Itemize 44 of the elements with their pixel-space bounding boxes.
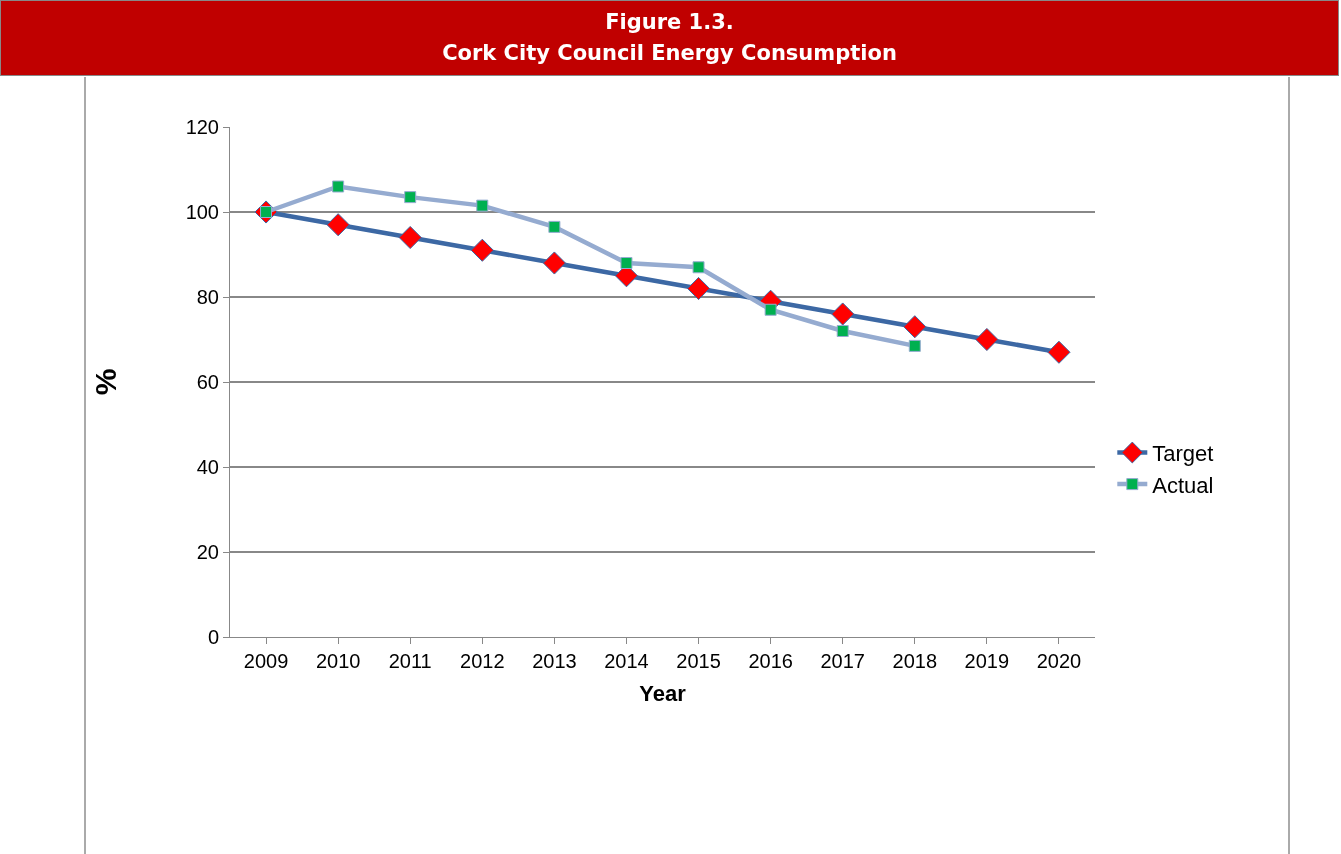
point xyxy=(542,251,566,275)
point xyxy=(470,238,494,262)
y-axis-title: % xyxy=(88,368,122,396)
y-tick-label: 100 xyxy=(185,201,219,223)
point xyxy=(404,191,417,204)
point xyxy=(476,199,489,212)
x-tick-label: 2018 xyxy=(892,650,938,672)
point xyxy=(326,213,350,237)
chart-subtitle: Cork City Council Energy Consumption xyxy=(441,40,898,67)
x-tick-label: 2017 xyxy=(820,650,865,672)
y-tick-label: 20 xyxy=(196,541,219,563)
title-banner: Figure 1.3. Cork City Council Energy Consumption xyxy=(0,0,1339,76)
point xyxy=(548,220,561,233)
x-tick-label: 2020 xyxy=(1036,650,1082,672)
y-tick-label: 80 xyxy=(196,286,219,308)
x-tick-label: 2012 xyxy=(460,650,505,672)
point xyxy=(1047,340,1071,364)
x-axis-title: Year xyxy=(639,680,687,706)
chart-title: Figure 1.3. xyxy=(604,9,735,36)
point xyxy=(332,180,345,193)
point xyxy=(831,302,855,326)
x-tick-label: 2014 xyxy=(604,650,649,672)
point xyxy=(903,315,927,339)
y-tick-label: 120 xyxy=(185,116,219,138)
y-tick-label: 0 xyxy=(207,626,219,648)
x-tick-label: 2011 xyxy=(388,650,432,672)
x-tick-label: 2013 xyxy=(532,650,577,672)
y-tick-label: 40 xyxy=(196,456,219,478)
point xyxy=(686,276,711,301)
legend-label: Target xyxy=(1152,441,1214,467)
legend-label: Actual xyxy=(1152,472,1214,498)
point xyxy=(398,225,422,250)
x-tick-label: 2015 xyxy=(676,650,721,672)
y-tick-label: 60 xyxy=(196,371,219,393)
point xyxy=(908,339,921,352)
point xyxy=(692,261,705,274)
point xyxy=(620,257,633,269)
x-tick-label: 2019 xyxy=(964,650,1010,672)
point xyxy=(764,303,777,316)
x-tick-label: 2010 xyxy=(315,650,361,672)
x-tick-label: 2016 xyxy=(748,650,793,672)
point xyxy=(975,327,999,352)
x-tick-label: 2009 xyxy=(243,650,289,672)
point xyxy=(836,325,849,337)
